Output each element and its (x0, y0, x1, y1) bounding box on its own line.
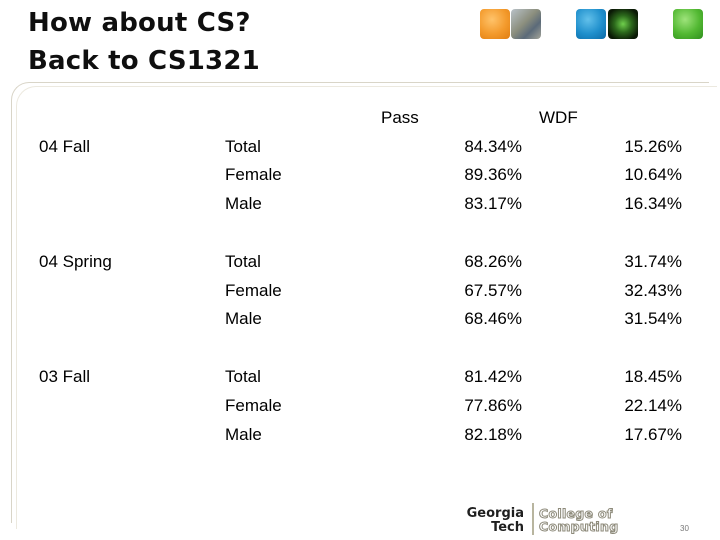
pass-value: 81.42% (464, 367, 522, 386)
slide-title: How about CS? Back to CS1321 (28, 4, 260, 80)
wdf-value: 18.45% (624, 367, 682, 386)
pass-value: 68.26% (464, 252, 522, 271)
header-pass: Pass (381, 108, 419, 127)
term-label: 04 Fall (39, 137, 91, 156)
network-image-icon (608, 9, 638, 39)
wdf-value: 16.34% (624, 194, 682, 213)
campus-photo-icon (511, 9, 541, 39)
content-panel (11, 82, 709, 523)
green-square-icon (673, 9, 703, 39)
logo-college-text: College of Computing (538, 506, 619, 534)
row-label: Female (225, 281, 282, 300)
row-label: Male (225, 425, 262, 444)
title-line-2: Back to CS1321 (28, 46, 260, 76)
row-label: Total (225, 137, 261, 156)
wdf-value: 10.64% (624, 165, 682, 184)
pass-value: 89.36% (464, 165, 522, 184)
georgia-tech-logo: Georgia Tech College of Computing (462, 503, 622, 537)
blue-square-icon (576, 9, 606, 39)
wdf-value: 22.14% (624, 396, 682, 415)
row-label: Total (225, 367, 261, 386)
wdf-value: 31.74% (624, 252, 682, 271)
row-label: Male (225, 309, 262, 328)
row-label: Female (225, 396, 282, 415)
pass-value: 68.46% (464, 309, 522, 328)
panel-shadow (16, 86, 717, 529)
title-line-1: How about CS? (28, 8, 251, 38)
row-label: Female (225, 165, 282, 184)
pass-value: 67.57% (464, 281, 522, 300)
header-wdf: WDF (539, 108, 578, 127)
logo-georgia-tech-text: Georgia Tech (462, 507, 524, 535)
logo-divider (532, 503, 534, 535)
pass-value: 82.18% (464, 425, 522, 444)
pass-value: 77.86% (464, 396, 522, 415)
term-label: 04 Spring (39, 252, 112, 271)
row-label: Male (225, 194, 262, 213)
logo-line-3: College of (538, 506, 613, 521)
logo-line-4: Computing (538, 519, 619, 534)
orange-square-icon (480, 9, 510, 39)
logo-line-1: Georgia (466, 506, 524, 521)
wdf-value: 15.26% (624, 137, 682, 156)
wdf-value: 17.67% (624, 425, 682, 444)
logo-line-2: Tech (491, 520, 524, 535)
term-label: 03 Fall (39, 367, 91, 386)
page-number: 30 (680, 524, 689, 533)
row-label: Total (225, 252, 261, 271)
wdf-value: 32.43% (624, 281, 682, 300)
wdf-value: 31.54% (624, 309, 682, 328)
pass-value: 84.34% (464, 137, 522, 156)
pass-value: 83.17% (464, 194, 522, 213)
